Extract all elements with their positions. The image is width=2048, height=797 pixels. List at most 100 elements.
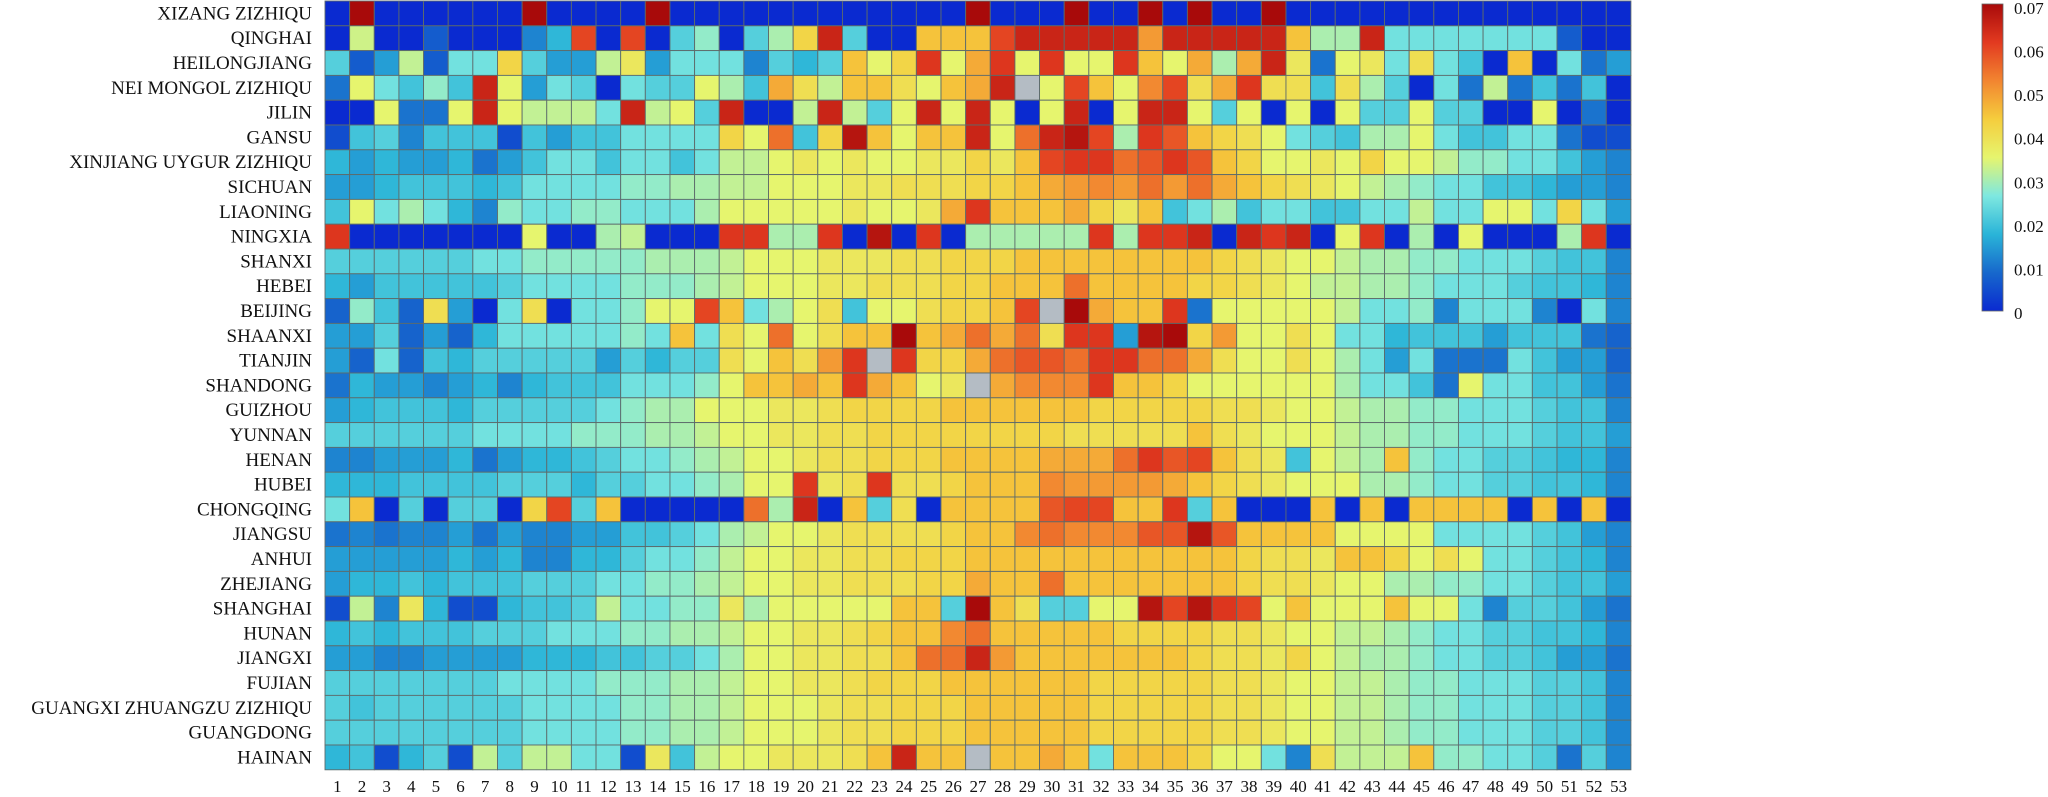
heatmap-cell	[324, 422, 351, 448]
heatmap-cell	[546, 719, 572, 746]
heatmap-cell	[743, 620, 769, 647]
heatmap-cell	[349, 422, 375, 448]
heatmap-cell	[1507, 521, 1533, 548]
heatmap-cell	[349, 744, 375, 771]
heatmap-cell	[595, 744, 622, 771]
heatmap-cell	[1408, 322, 1435, 349]
heatmap-cell	[1186, 99, 1213, 126]
heatmap-cell	[644, 99, 671, 126]
heatmap-cell	[570, 719, 597, 746]
heatmap-cell	[841, 149, 868, 176]
heatmap-cell	[447, 744, 474, 771]
heatmap-cell	[1310, 496, 1336, 523]
heatmap-cell	[1088, 248, 1114, 275]
heatmap-cell	[1162, 521, 1188, 548]
heatmap-cell	[423, 248, 449, 275]
heatmap-cell	[497, 521, 523, 548]
heatmap-cell	[472, 372, 498, 399]
heatmap-cell	[1162, 670, 1188, 696]
heatmap-cell	[669, 595, 696, 622]
heatmap-cell	[669, 744, 696, 771]
heatmap-cell	[373, 446, 400, 473]
heatmap-cell	[1605, 25, 1632, 52]
heatmap-cell	[965, 25, 991, 52]
heatmap-cell	[965, 372, 991, 399]
heatmap-cell	[891, 25, 917, 52]
heatmap-cell	[940, 273, 967, 300]
heatmap-cell	[989, 372, 1016, 399]
heatmap-cell	[373, 670, 400, 696]
heatmap-cell	[1581, 248, 1607, 275]
heatmap-cell	[1408, 223, 1435, 250]
colorbar-tick-label: 0.06	[2014, 43, 2044, 62]
heatmap-cell	[595, 645, 622, 672]
heatmap-cell	[1186, 248, 1213, 275]
heatmap-cell	[570, 670, 597, 696]
heatmap-cell	[669, 50, 696, 76]
heatmap-cell	[965, 446, 991, 473]
heatmap-cell	[1359, 322, 1385, 349]
heatmap-cell	[1605, 446, 1632, 473]
heatmap-cell	[373, 595, 400, 622]
heatmap-cell	[989, 694, 1016, 721]
heatmap-cell	[1260, 99, 1287, 126]
heatmap-cell	[1088, 25, 1114, 52]
heatmap-cell	[1310, 694, 1336, 721]
heatmap-cell	[349, 322, 375, 349]
heatmap-cell	[1482, 670, 1509, 696]
heatmap-cell	[398, 74, 425, 101]
heatmap-cell	[1334, 248, 1361, 275]
heatmap-cell	[373, 298, 400, 324]
heatmap-cell	[1137, 174, 1164, 200]
heatmap-cell	[1088, 645, 1114, 672]
heatmap-cell	[915, 422, 942, 448]
heatmap-cell	[1507, 248, 1533, 275]
heatmap-cell	[1359, 99, 1385, 126]
heatmap-cell	[1260, 248, 1287, 275]
heatmap-cell	[1408, 0, 1435, 27]
heatmap-cell	[743, 670, 769, 696]
heatmap-cell	[817, 372, 843, 399]
heatmap-cell	[423, 347, 449, 374]
heatmap-cell	[1581, 645, 1607, 672]
heatmap-cell	[1482, 25, 1509, 52]
heatmap-cell	[1285, 223, 1312, 250]
heatmap-cell	[1310, 645, 1336, 672]
heatmap-cell	[1211, 446, 1238, 473]
heatmap-cell	[398, 174, 425, 200]
heatmap-cell	[1507, 124, 1533, 151]
heatmap-cell	[1162, 471, 1188, 498]
heatmap-cell	[644, 422, 671, 448]
heatmap-cell	[841, 546, 868, 572]
heatmap-cell	[841, 248, 868, 275]
heatmap-cell	[1137, 620, 1164, 647]
heatmap-cell	[1236, 149, 1262, 176]
heatmap-cell	[1507, 25, 1533, 52]
heatmap-cell	[1605, 546, 1632, 572]
heatmap-cell	[989, 322, 1016, 349]
heatmap-cell	[817, 124, 843, 151]
heatmap-cell	[718, 670, 745, 696]
heatmap-cell	[1581, 620, 1607, 647]
heatmap-cell	[620, 670, 646, 696]
heatmap-cell	[472, 347, 498, 374]
column-label: 19	[772, 777, 789, 796]
heatmap-cell	[1334, 322, 1361, 349]
heatmap-cell	[546, 645, 572, 672]
heatmap-cell	[743, 99, 769, 126]
colorbar-tick-label: 0.03	[2014, 173, 2044, 192]
heatmap-cell	[718, 174, 745, 200]
row-label: HEILONGJIANG	[173, 53, 313, 74]
heatmap-cell	[841, 198, 868, 225]
heatmap-cell	[1014, 546, 1041, 572]
heatmap-cell	[1507, 670, 1533, 696]
heatmap-cell	[620, 174, 646, 200]
heatmap-cell	[1482, 273, 1509, 300]
heatmap-cell	[1605, 74, 1632, 101]
heatmap-cell	[669, 620, 696, 647]
heatmap-cell	[546, 174, 572, 200]
heatmap-cell	[1408, 198, 1435, 225]
heatmap-cell	[497, 25, 523, 52]
heatmap-cell	[694, 322, 720, 349]
heatmap-cell	[1014, 372, 1041, 399]
